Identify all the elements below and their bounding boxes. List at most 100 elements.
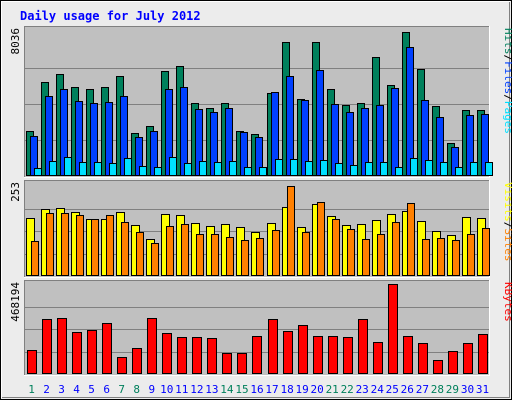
day-label-29: 29: [446, 383, 459, 396]
pages-bar-day-31: [485, 162, 493, 176]
kbytes-bar-day-1: [27, 350, 37, 374]
pages-bar-day-9: [154, 167, 162, 176]
kbytes-bar-day-19: [298, 325, 308, 374]
kbytes-bar-day-11: [177, 337, 187, 374]
requests-panel-legend: Hits/Files/Pages: [502, 28, 512, 134]
requests-panel: 8036 Hits/Files/Pages: [9, 26, 512, 178]
sites-bar-day-2: [46, 213, 54, 276]
legend-entry: /: [502, 94, 512, 101]
pages-bar-day-5: [94, 162, 102, 176]
day-label-28: 28: [431, 383, 444, 396]
kbytes-series: [27, 284, 488, 374]
kbytes-bar-day-18: [283, 331, 293, 374]
pages-bar-day-11: [184, 163, 192, 176]
kbytes-bar-day-29: [448, 351, 458, 374]
sites-series: [31, 186, 490, 276]
files-bar-day-26: [406, 47, 414, 176]
pages-bar-day-25: [395, 167, 403, 176]
sites-bar-day-19: [302, 232, 310, 276]
kbytes-bar-day-5: [87, 330, 97, 374]
day-label-7: 7: [118, 383, 125, 396]
day-label-17: 17: [265, 383, 278, 396]
kbytes-bar-day-17: [268, 319, 278, 374]
requests-panel-max-label: 8036: [9, 28, 22, 55]
kbytes-bar-day-27: [418, 343, 428, 374]
pages-series: [34, 157, 493, 176]
sites-bar-day-26: [407, 203, 415, 276]
pages-bar-day-28: [440, 162, 448, 176]
sites-bar-day-9: [151, 243, 159, 276]
sites-bar-day-18: [287, 186, 295, 276]
day-label-2: 2: [43, 383, 50, 396]
files-bar-day-25: [391, 88, 399, 176]
kbytes-bar-day-26: [403, 336, 413, 374]
legend-entry: /: [502, 222, 512, 229]
sites-bar-day-13: [211, 234, 219, 276]
day-label-5: 5: [88, 383, 95, 396]
kbytes-bar-day-7: [117, 357, 127, 374]
pages-bar-day-8: [139, 166, 147, 176]
kbytes-bar-day-4: [72, 332, 82, 374]
kbytes-bar-day-28: [433, 360, 443, 374]
files-bar-day-11: [180, 87, 188, 176]
kbytes-bar-day-8: [132, 348, 142, 374]
day-label-19: 19: [295, 383, 308, 396]
day-label-16: 16: [250, 383, 263, 396]
day-label-1: 1: [28, 383, 35, 396]
day-label-24: 24: [371, 383, 385, 396]
day-label-3: 3: [58, 383, 65, 396]
day-label-11: 11: [175, 383, 188, 396]
day-label-31: 31: [476, 383, 489, 396]
day-label-12: 12: [190, 383, 203, 396]
sites-bar-day-16: [256, 238, 264, 276]
kbytes-bar-day-15: [237, 353, 247, 374]
day-label-4: 4: [73, 383, 80, 396]
kbytes-bar-day-20: [313, 336, 323, 374]
day-label-8: 8: [133, 383, 140, 396]
kbytes-bar-day-14: [222, 353, 232, 374]
pages-bar-day-30: [470, 162, 478, 176]
pages-bar-day-16: [259, 167, 267, 176]
pages-bar-day-2: [49, 161, 57, 176]
day-label-25: 25: [386, 383, 399, 396]
kbytes-bar-day-25: [388, 284, 398, 374]
day-label-20: 20: [310, 383, 323, 396]
day-label-18: 18: [280, 383, 293, 396]
sites-bar-day-20: [317, 202, 325, 276]
legend-entry: KBytes: [502, 282, 512, 322]
day-label-26: 26: [401, 383, 414, 396]
day-label-27: 27: [416, 383, 429, 396]
sites-bar-day-11: [181, 224, 189, 276]
pages-bar-day-20: [320, 160, 328, 176]
sites-bar-day-23: [362, 239, 370, 276]
day-label-21: 21: [326, 383, 339, 396]
visitors-panel-max-label: 253: [9, 182, 22, 202]
day-labels: 1 2 3 4 5 6 7 8 9 10 11 12 13 14 15 16 17 18 19 20 21 22 23 24 2…: [28, 383, 489, 396]
pages-bar-day-17: [275, 159, 283, 176]
kbytes-bar-day-31: [478, 334, 488, 374]
sites-bar-day-10: [166, 226, 174, 276]
day-label-10: 10: [160, 383, 173, 396]
legend-entry: Files: [502, 61, 512, 94]
day-label-23: 23: [356, 383, 369, 396]
day-label-13: 13: [205, 383, 218, 396]
sites-bar-day-21: [332, 219, 340, 276]
day-label-30: 30: [461, 383, 474, 396]
kbytes-bar-day-21: [328, 336, 338, 374]
pages-bar-day-29: [455, 167, 463, 176]
pages-bar-day-19: [305, 161, 313, 176]
panels: 8036Hits/Files/Pages253Visits/Sites46819…: [9, 26, 512, 376]
kbytes-bar-day-10: [162, 333, 172, 374]
sites-bar-day-24: [377, 234, 385, 276]
sites-bar-day-3: [61, 213, 69, 276]
day-label-14: 14: [220, 383, 234, 396]
sites-bar-day-31: [482, 228, 490, 276]
pages-bar-day-21: [335, 163, 343, 176]
sites-bar-day-7: [121, 222, 129, 276]
sites-bar-day-29: [452, 240, 460, 276]
sites-bar-day-28: [437, 238, 445, 276]
kbytes-bar-day-6: [102, 323, 112, 374]
sites-bar-day-5: [91, 219, 99, 276]
pages-bar-day-26: [410, 158, 418, 176]
